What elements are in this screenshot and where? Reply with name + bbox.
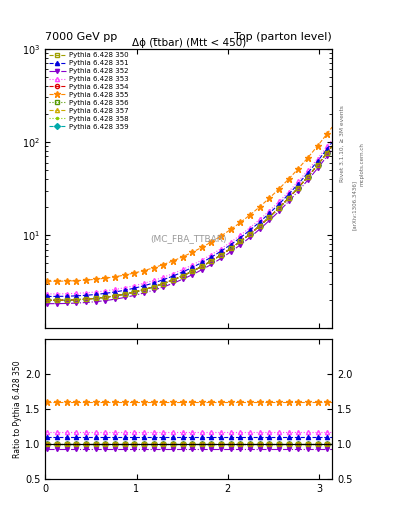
Pythia 6.428 355 [127,271,132,277]
Pythia 6.428 351 [94,291,98,297]
Pythia 6.428 353 [224,242,228,248]
Pythia 6.428 355 [224,229,228,236]
Pythia 6.428 351 [224,245,228,251]
Pythia 6.428 352 [141,290,146,296]
Pythia 6.428 356 [330,143,334,149]
Pythia 6.428 350 [118,292,122,298]
Pythia 6.428 353 [127,284,132,290]
Pythia 6.428 355 [45,278,50,284]
Pythia 6.428 352 [137,291,141,297]
Pythia 6.428 350 [330,143,334,149]
Pythia 6.428 359 [137,288,141,294]
Pythia 6.428 353 [118,286,122,292]
Line: Pythia 6.428 359: Pythia 6.428 359 [46,144,334,303]
Pythia 6.428 356 [94,295,98,302]
Pythia 6.428 357 [137,288,141,294]
Pythia 6.428 353 [137,282,141,288]
Pythia 6.428 359 [127,290,132,296]
Pythia 6.428 353 [330,137,334,143]
Line: Pythia 6.428 353: Pythia 6.428 353 [46,138,334,296]
Pythia 6.428 356 [137,288,141,294]
Pythia 6.428 354 [45,297,50,304]
Line: Pythia 6.428 352: Pythia 6.428 352 [46,147,334,306]
Pythia 6.428 356 [141,287,146,293]
Pythia 6.428 350 [94,295,98,302]
Pythia 6.428 353 [141,280,146,286]
Pythia 6.428 352 [118,295,122,302]
Pythia 6.428 358 [94,295,98,302]
Pythia 6.428 350 [45,297,50,304]
Line: Pythia 6.428 356: Pythia 6.428 356 [46,144,334,303]
Pythia 6.428 352 [330,146,334,153]
Pythia 6.428 357 [45,297,50,304]
Pythia 6.428 358 [127,290,132,296]
Pythia 6.428 350 [127,290,132,296]
Pythia 6.428 350 [141,287,146,293]
Pythia 6.428 359 [45,297,50,304]
Pythia 6.428 355 [330,124,334,130]
Pythia 6.428 359 [224,249,228,255]
Pythia 6.428 354 [224,249,228,255]
Pythia 6.428 352 [224,252,228,258]
Text: [arXiv:1306.3436]: [arXiv:1306.3436] [352,180,357,230]
Pythia 6.428 350 [224,249,228,255]
Pythia 6.428 357 [330,143,334,149]
Line: Pythia 6.428 354: Pythia 6.428 354 [46,144,334,303]
Pythia 6.428 351 [127,286,132,292]
Pythia 6.428 351 [137,284,141,290]
Pythia 6.428 353 [45,291,50,297]
Pythia 6.428 359 [330,143,334,149]
Text: Top (parton level): Top (parton level) [234,32,332,42]
Pythia 6.428 352 [45,301,50,307]
Pythia 6.428 358 [137,288,141,294]
Pythia 6.428 357 [127,290,132,296]
Text: (MC_FBA_TTBAR): (MC_FBA_TTBAR) [151,234,227,243]
Pythia 6.428 358 [330,143,334,149]
Title: Δϕ (t̅tbar) (Mtt < 450): Δϕ (t̅tbar) (Mtt < 450) [132,38,246,48]
Pythia 6.428 350 [137,288,141,294]
Pythia 6.428 359 [94,295,98,302]
Pythia 6.428 356 [224,249,228,255]
Pythia 6.428 352 [94,298,98,305]
Line: Pythia 6.428 355: Pythia 6.428 355 [44,123,336,285]
Pythia 6.428 354 [127,290,132,296]
Pythia 6.428 354 [94,295,98,302]
Pythia 6.428 351 [118,288,122,294]
Pythia 6.428 358 [141,287,146,293]
Pythia 6.428 354 [330,143,334,149]
Pythia 6.428 355 [141,267,146,273]
Pythia 6.428 358 [118,292,122,298]
Pythia 6.428 354 [137,288,141,294]
Pythia 6.428 351 [45,293,50,300]
Pythia 6.428 355 [137,269,141,275]
Pythia 6.428 359 [141,287,146,293]
Pythia 6.428 358 [45,297,50,304]
Pythia 6.428 358 [224,249,228,255]
Pythia 6.428 354 [118,292,122,298]
Y-axis label: Ratio to Pythia 6.428 350: Ratio to Pythia 6.428 350 [13,360,22,458]
Pythia 6.428 357 [118,292,122,298]
Pythia 6.428 351 [330,139,334,145]
Text: 7000 GeV pp: 7000 GeV pp [45,32,118,42]
Pythia 6.428 353 [94,289,98,295]
Line: Pythia 6.428 357: Pythia 6.428 357 [46,144,334,303]
Text: Rivet 3.1.10, ≥ 3M events: Rivet 3.1.10, ≥ 3M events [340,105,345,182]
Pythia 6.428 356 [118,292,122,298]
Pythia 6.428 357 [94,295,98,302]
Pythia 6.428 355 [94,276,98,282]
Pythia 6.428 357 [141,287,146,293]
Legend: Pythia 6.428 350, Pythia 6.428 351, Pythia 6.428 352, Pythia 6.428 353, Pythia 6: Pythia 6.428 350, Pythia 6.428 351, Pyth… [47,51,130,131]
Pythia 6.428 356 [127,290,132,296]
Line: Pythia 6.428 351: Pythia 6.428 351 [46,140,334,298]
Pythia 6.428 354 [141,287,146,293]
Pythia 6.428 359 [118,292,122,298]
Line: Pythia 6.428 350: Pythia 6.428 350 [46,144,334,303]
Pythia 6.428 355 [118,273,122,279]
Line: Pythia 6.428 358: Pythia 6.428 358 [46,144,334,303]
Pythia 6.428 352 [127,293,132,300]
Text: mcplots.cern.ch: mcplots.cern.ch [360,142,365,186]
Pythia 6.428 356 [45,297,50,304]
Pythia 6.428 351 [141,283,146,289]
Pythia 6.428 357 [224,249,228,255]
